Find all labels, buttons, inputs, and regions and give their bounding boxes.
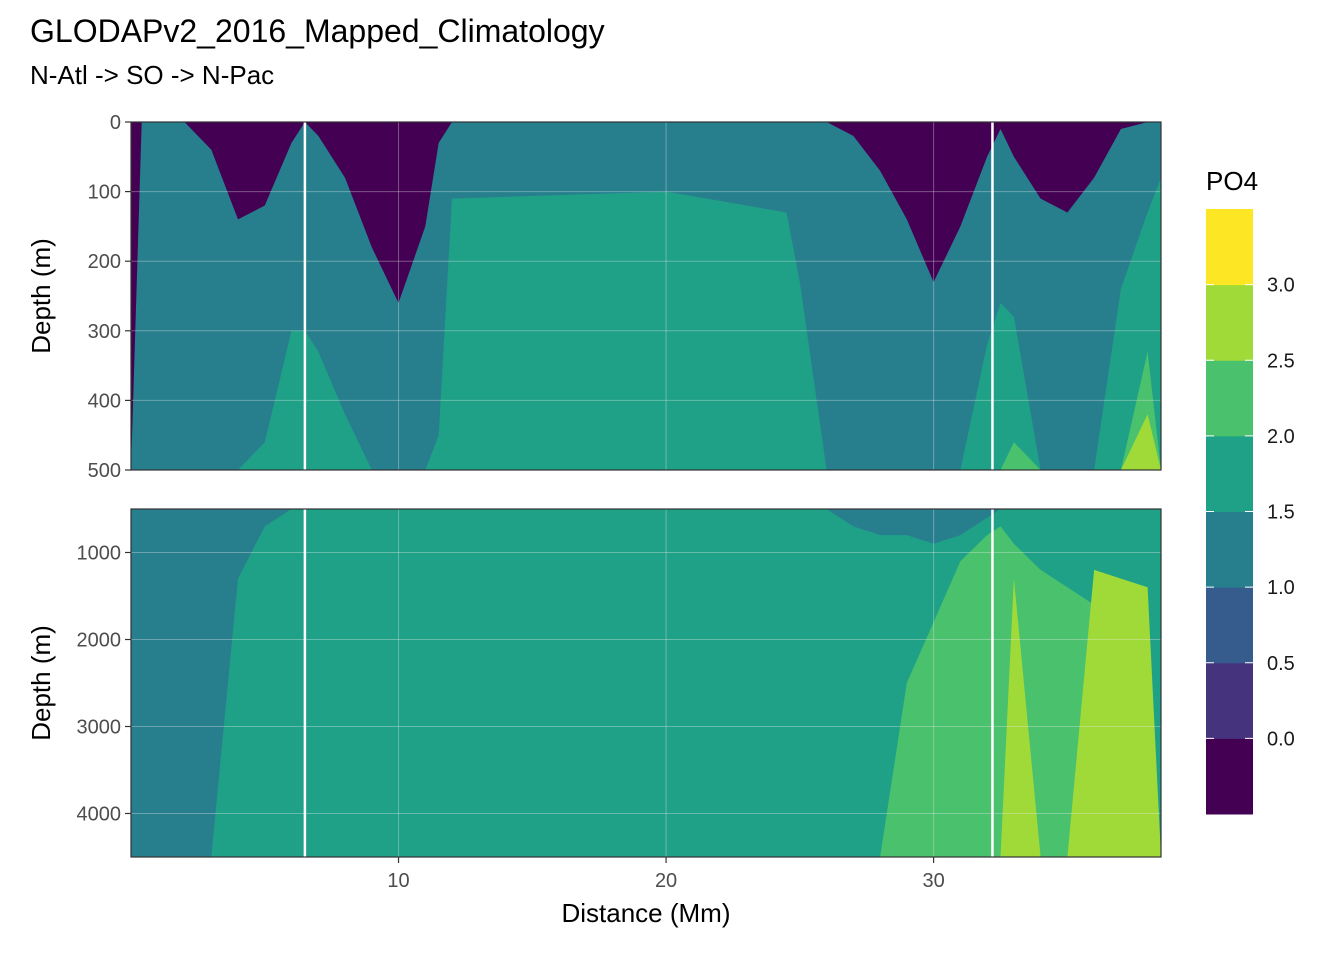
lower-y-tick-label: 3000 xyxy=(77,717,122,739)
upper-y-tick-label: 400 xyxy=(88,390,121,412)
upper-y-tick-label: 100 xyxy=(88,182,121,204)
legend: PO4 0.0 0.5 1.0 1.5 2.0 2.5 3.0 xyxy=(1206,166,1295,815)
legend-title: PO4 xyxy=(1206,166,1258,196)
legend-color-swatch-5 xyxy=(1206,360,1253,437)
legend-break-label: 1.5 xyxy=(1267,502,1295,524)
x-tick-label: 10 xyxy=(387,870,409,892)
upper-panel: 0 100 200 300 400 500 xyxy=(88,112,1162,482)
upper-y-tick-label: 500 xyxy=(88,460,121,482)
legend-color-swatch-7 xyxy=(1206,209,1253,286)
lower-po4-contour-level-5 xyxy=(131,526,1161,857)
lower-panel: 1000 2000 3000 4000 xyxy=(77,508,1162,858)
legend-break-label: 0.0 xyxy=(1267,728,1295,750)
x-tick-label: 20 xyxy=(655,870,677,892)
legend-break-label: 1.0 xyxy=(1267,577,1295,599)
legend-break-label: 3.0 xyxy=(1267,275,1295,297)
upper-po4-contour-level-4 xyxy=(131,177,1161,470)
lower-y-tick-label: 4000 xyxy=(77,804,122,826)
legend-break-label: 2.0 xyxy=(1267,426,1295,448)
legend-break-label: 0.5 xyxy=(1267,653,1295,675)
legend-color-swatch-1 xyxy=(1206,662,1253,739)
upper-y-tick-label: 0 xyxy=(110,112,121,134)
legend-color-swatch-2 xyxy=(1206,587,1253,664)
lower-panel-border xyxy=(130,508,1162,858)
y-axis-title-upper: Depth (m) xyxy=(26,238,56,354)
x-axis-title: Distance (Mm) xyxy=(561,898,730,928)
upper-y-tick-label: 200 xyxy=(88,251,121,273)
upper-panel-border xyxy=(130,121,1162,471)
chart-title: GLODAPv2_2016_Mapped_Climatology xyxy=(30,13,605,49)
legend-color-swatch-0 xyxy=(1206,738,1253,815)
chart-subtitle: N-Atl -> SO -> N-Pac xyxy=(30,60,274,90)
legend-color-swatch-3 xyxy=(1206,511,1253,588)
x-axis: 10 20 30 xyxy=(387,857,945,892)
y-axis-title-lower: Depth (m) xyxy=(26,625,56,741)
lower-y-tick-label: 2000 xyxy=(77,630,122,652)
x-tick-label: 30 xyxy=(922,870,944,892)
upper-y-tick-label: 300 xyxy=(88,321,121,343)
lower-y-tick-label: 1000 xyxy=(77,543,122,565)
legend-color-swatch-4 xyxy=(1206,435,1253,512)
legend-color-swatch-6 xyxy=(1206,284,1253,361)
legend-break-label: 2.5 xyxy=(1267,350,1295,372)
